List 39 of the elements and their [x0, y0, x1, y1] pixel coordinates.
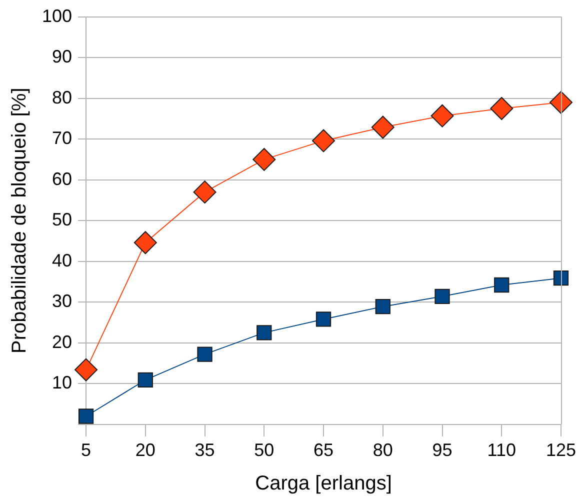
- point: [74, 358, 98, 382]
- point: [197, 346, 212, 362]
- point: [316, 312, 332, 327]
- y-axis-title: Probabilidade de bloqueio [%]: [8, 88, 31, 354]
- x-tick-label: 125: [546, 440, 576, 460]
- point: [134, 231, 157, 254]
- y-tick-label: 40: [52, 250, 72, 270]
- y-tick-label: 60: [52, 168, 72, 189]
- point: [256, 325, 272, 340]
- point: [252, 148, 276, 171]
- point: [375, 299, 390, 314]
- point: [371, 116, 394, 139]
- point: [430, 104, 454, 128]
- point: [490, 97, 514, 120]
- y-tick-label: 90: [52, 46, 72, 67]
- x-tick-label: 95: [432, 440, 452, 460]
- point: [312, 129, 336, 152]
- y-tick-label: 80: [52, 87, 72, 108]
- point: [553, 270, 569, 286]
- y-tick-label: 50: [52, 210, 72, 230]
- point: [550, 90, 572, 114]
- y-tick-label: 10: [52, 372, 72, 393]
- y-tick-label: 30: [52, 291, 72, 312]
- x-tick-label: 50: [254, 440, 274, 460]
- x-tick-label: 80: [372, 440, 393, 460]
- x-tick-label: 35: [194, 440, 215, 460]
- x-tick-label: 65: [314, 440, 334, 460]
- y-tick-label: 70: [52, 128, 72, 148]
- x-tick-label: 110: [487, 440, 516, 460]
- x-axis-title: Carga [erlangs]: [255, 472, 392, 495]
- point: [138, 372, 153, 388]
- x-tick-label: 20: [135, 440, 156, 460]
- y-tick-label: 20: [52, 332, 72, 352]
- point: [78, 408, 94, 424]
- point: [494, 277, 510, 293]
- x-tick-label: 5: [81, 440, 92, 460]
- y-tick-label: 100: [42, 6, 72, 26]
- point: [434, 288, 450, 304]
- point: [193, 180, 216, 204]
